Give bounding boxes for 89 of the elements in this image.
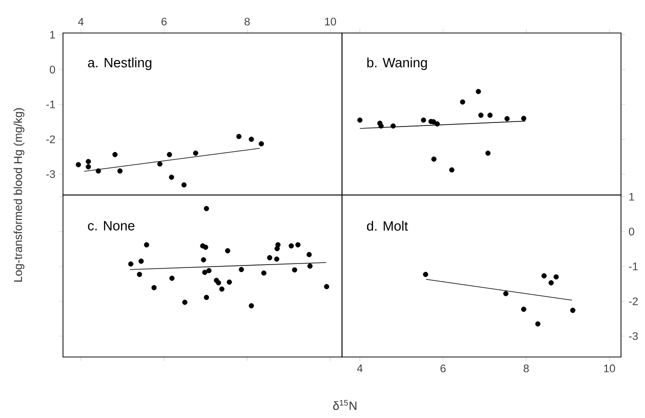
point	[206, 268, 212, 274]
point	[548, 280, 554, 286]
point	[422, 272, 428, 278]
point	[157, 161, 162, 167]
y-tick-label: 1	[629, 192, 634, 201]
y-tick-label: -2	[629, 297, 638, 306]
text: b. Waning	[367, 58, 427, 70]
point	[86, 158, 91, 164]
point	[306, 252, 312, 258]
y-tick-label: -3	[629, 332, 638, 340]
point	[204, 294, 210, 300]
point	[86, 164, 91, 170]
point	[202, 270, 208, 275]
point	[219, 286, 224, 292]
point	[204, 206, 210, 212]
point	[541, 273, 547, 278]
point	[248, 136, 254, 142]
point	[138, 258, 144, 264]
point	[168, 174, 174, 180]
point	[503, 290, 508, 296]
point	[216, 280, 222, 286]
x-tick-label: 8	[524, 364, 529, 372]
point	[460, 99, 466, 105]
point	[151, 285, 157, 290]
point	[504, 116, 510, 122]
y-tick-label: -3	[46, 170, 55, 178]
point	[307, 263, 313, 269]
point	[521, 116, 526, 121]
point	[275, 242, 281, 248]
x-tick-label: 8	[244, 18, 250, 26]
point	[258, 141, 264, 146]
text: c. None	[88, 221, 134, 230]
point	[203, 244, 208, 250]
x-tick-label: 6	[440, 364, 446, 372]
y-tick-label: -1	[629, 262, 638, 270]
point	[238, 266, 244, 272]
point	[128, 261, 134, 267]
x-tick-label: 10	[604, 364, 616, 372]
point	[390, 123, 396, 129]
point	[288, 243, 294, 248]
point	[200, 257, 206, 262]
x-tick-label: 10	[325, 18, 336, 26]
point	[434, 121, 440, 127]
point	[476, 88, 481, 94]
point	[96, 168, 101, 174]
point	[166, 152, 172, 158]
point	[117, 168, 123, 174]
point	[431, 156, 436, 162]
y-tick-label: 1	[50, 30, 55, 39]
point	[485, 150, 491, 156]
point	[292, 267, 298, 272]
point	[357, 117, 362, 123]
x-tick-label: 4	[357, 364, 363, 372]
point	[420, 117, 426, 123]
point	[295, 242, 301, 248]
point	[236, 134, 242, 140]
point	[521, 306, 526, 312]
point	[76, 162, 81, 168]
point	[378, 123, 384, 129]
point	[535, 321, 540, 326]
point	[261, 270, 266, 276]
point	[248, 303, 254, 308]
point	[554, 274, 559, 280]
x-tick-label: 4	[78, 18, 84, 26]
text: a. Nestling	[88, 58, 152, 70]
y-tick-label: 0	[50, 66, 56, 74]
y-tick-label: -2	[46, 135, 55, 144]
point	[487, 112, 493, 118]
point	[169, 276, 175, 281]
y-tick-label: 0	[628, 228, 634, 236]
x-axis-title: δ$^{15}$N	[333, 400, 356, 410]
point	[478, 112, 484, 118]
point	[449, 167, 454, 173]
point	[136, 272, 142, 278]
point	[182, 300, 188, 305]
y-axis-title: Log-transformed blood Hg (mg/kg)	[14, 108, 24, 282]
point	[274, 256, 280, 262]
point	[570, 308, 576, 313]
point	[193, 150, 198, 156]
point	[181, 182, 187, 188]
point	[267, 255, 272, 260]
text: d. Molt	[367, 220, 408, 231]
point	[324, 284, 330, 290]
point	[144, 242, 150, 248]
point	[226, 279, 232, 285]
y-tick-label: -1	[46, 100, 55, 108]
point	[112, 152, 118, 158]
x-tick-label: 6	[162, 18, 167, 26]
point	[225, 248, 230, 254]
